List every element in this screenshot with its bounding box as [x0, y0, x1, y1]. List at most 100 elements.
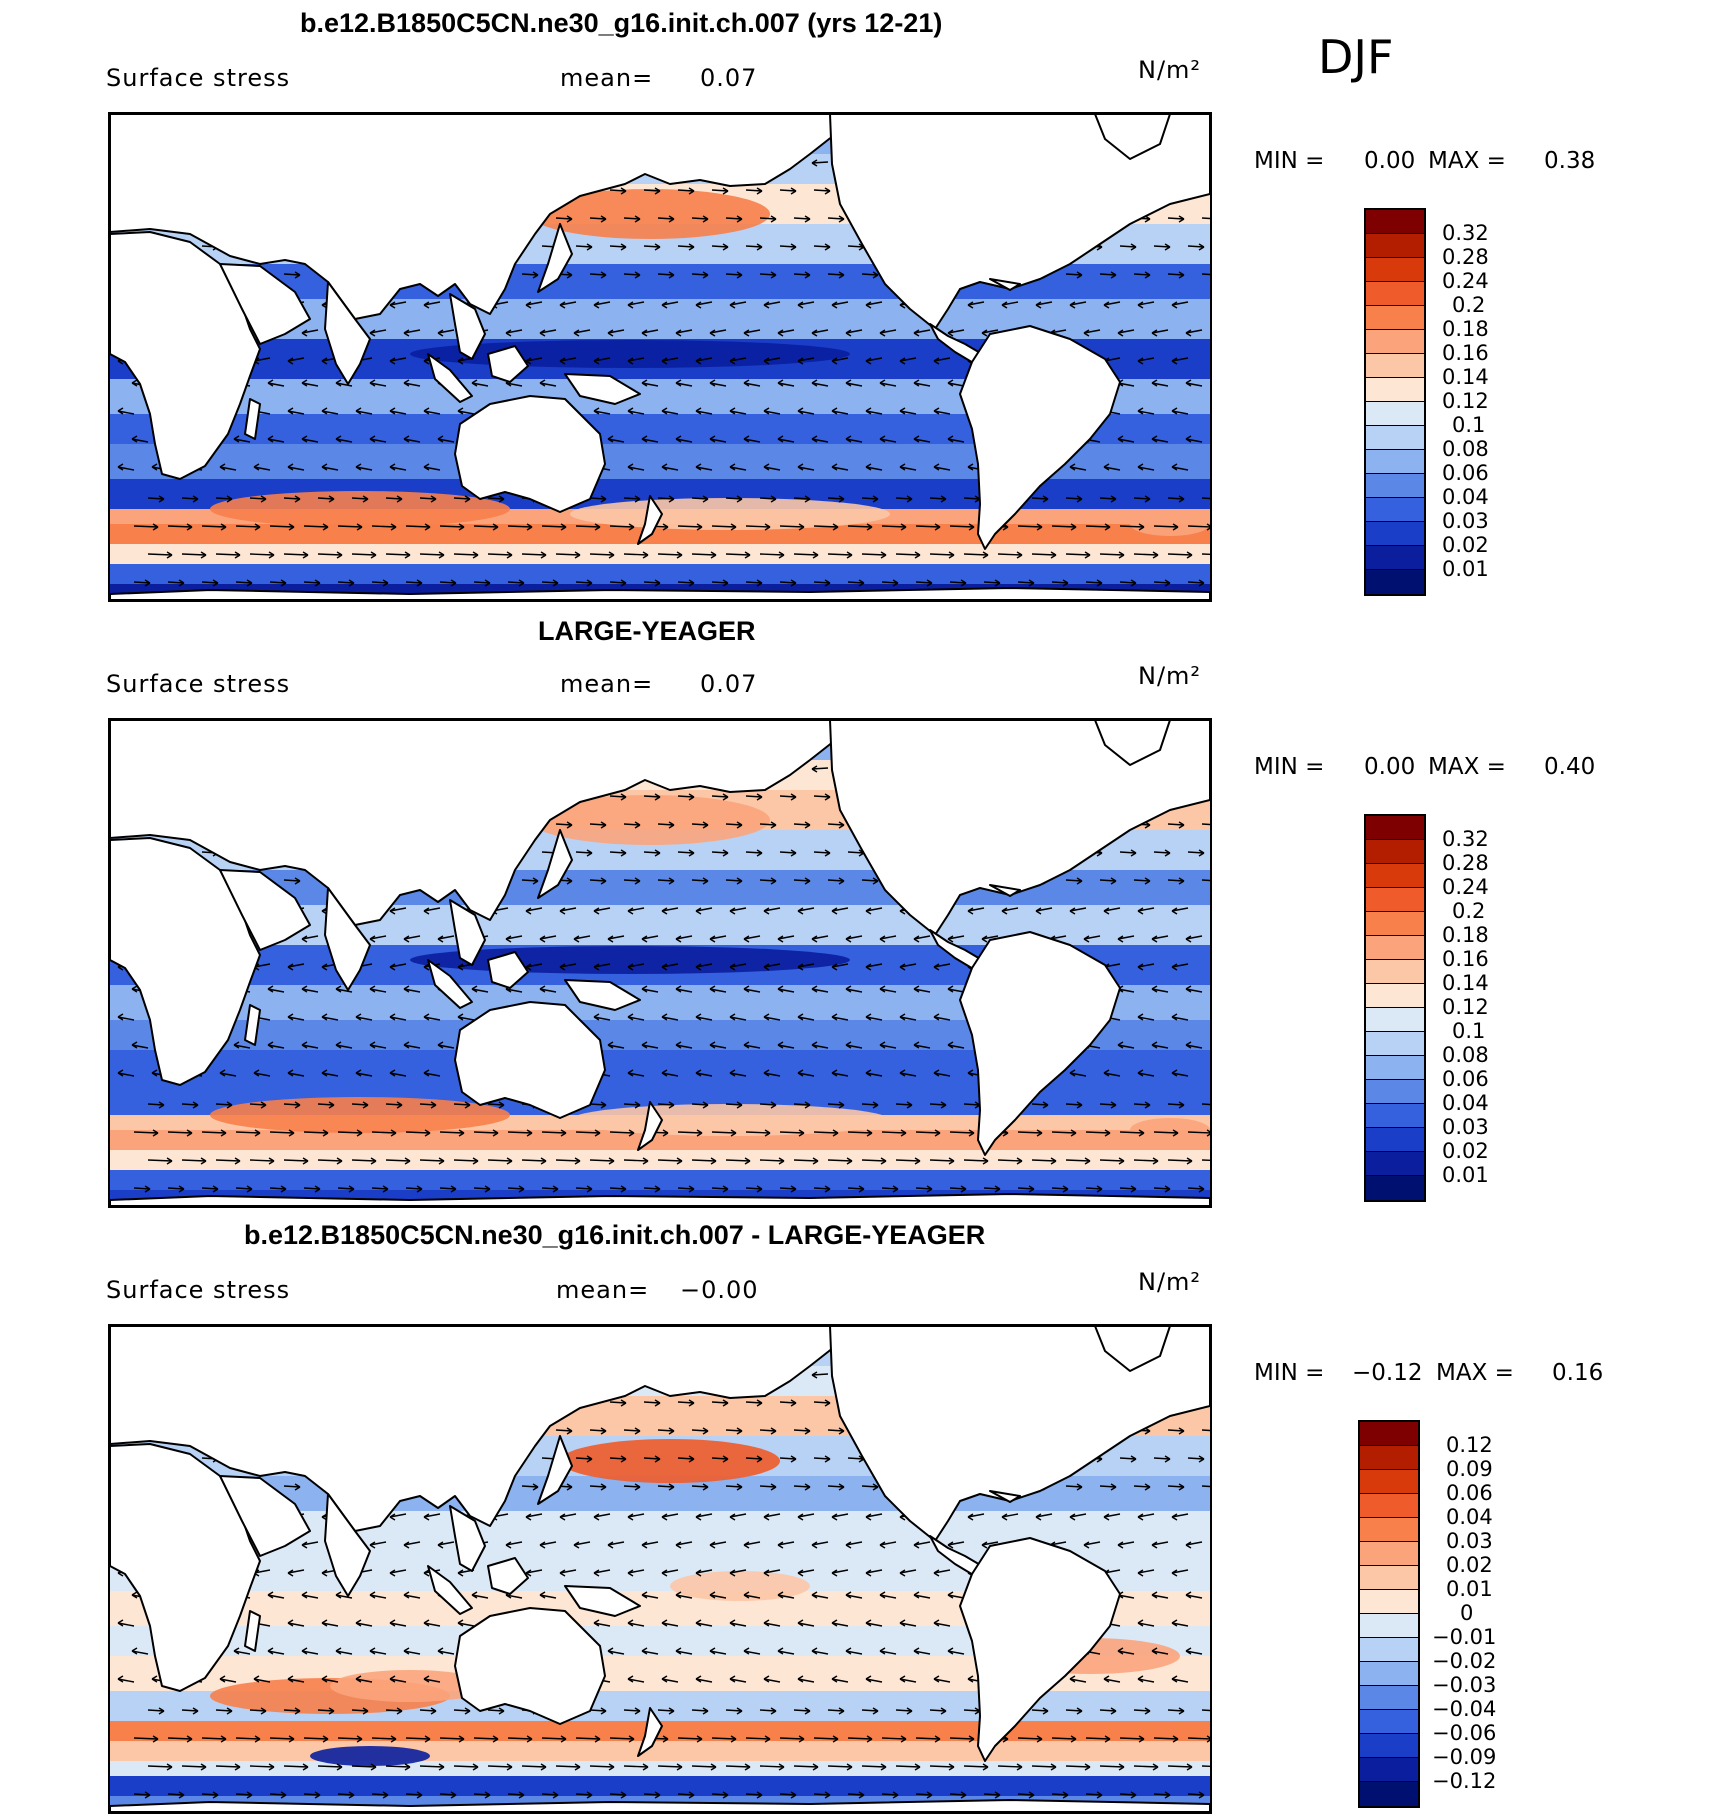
stress-arrow [1069, 1675, 1087, 1683]
stress-arrow [709, 1591, 727, 1599]
stress-arrow [709, 379, 727, 387]
stress-arrow [777, 329, 795, 337]
stress-arrow [779, 1185, 797, 1193]
landmass-madagascar [244, 1004, 261, 1046]
stress-arrow [657, 877, 675, 885]
stress-arrow [249, 1157, 275, 1165]
stress-arrow [1137, 357, 1155, 365]
stress-arrow [1103, 463, 1121, 471]
stress-arrow [743, 329, 761, 337]
stress-arrow [1119, 1791, 1137, 1799]
stress-arrow [899, 407, 917, 415]
colorbar-cell [1366, 984, 1424, 1008]
stress-arrow [777, 1541, 795, 1549]
stress-arrow [1185, 985, 1203, 993]
stress-arrow [1065, 1483, 1083, 1491]
stress-arrow [1133, 1101, 1151, 1109]
stress-arrow [947, 1041, 965, 1049]
stress-arrow [947, 1541, 965, 1549]
stress-arrow [623, 1101, 641, 1109]
stress-arrow [403, 1041, 421, 1049]
colorbar-cell [1360, 1662, 1418, 1686]
stress-arrow [879, 985, 897, 993]
stress-arrow [881, 523, 907, 531]
colorbar-cell [1366, 354, 1424, 378]
stress-arrow [439, 523, 465, 531]
stress-arrow [1151, 1041, 1169, 1049]
landmass-namerica [829, 1326, 1210, 1542]
colorbar-label: 0.28 [1442, 245, 1489, 269]
stress-arrow [963, 551, 989, 559]
stress-arrow [643, 243, 661, 251]
colorbar-cell [1366, 450, 1424, 474]
stress-arrow [337, 579, 355, 587]
stress-arrow [657, 821, 675, 829]
stress-arrow [593, 907, 611, 915]
stress-arrow [525, 1569, 543, 1577]
stress-arrow [981, 1541, 999, 1549]
stress-arrow [1153, 243, 1171, 251]
stress-arrow [847, 1185, 865, 1193]
stress-arrow [963, 1763, 989, 1771]
stress-arrow [1171, 301, 1189, 309]
stress-arrow [1065, 877, 1083, 885]
stress-arrow [1171, 1513, 1189, 1521]
stress-arrow [729, 1569, 747, 1577]
stress-arrow [147, 1157, 173, 1165]
landmass-australia [454, 1607, 606, 1725]
stress-arrow [865, 1569, 883, 1577]
stress-arrow [759, 1101, 777, 1109]
stress-arrow [711, 579, 729, 587]
stress-arrow [623, 1483, 641, 1491]
stress-arrow [573, 1541, 591, 1549]
landmass-india [324, 1493, 371, 1597]
stress-arrow [933, 1569, 951, 1577]
stress-arrow [711, 523, 737, 531]
stress-arrow [1201, 879, 1210, 882]
panel-2-variable: Surface stress [106, 670, 291, 698]
colorbar-label: 0.12 [1442, 995, 1489, 1019]
stress-arrow [865, 907, 883, 915]
stress-arrow [675, 1041, 693, 1049]
stress-arrow [779, 1399, 797, 1407]
colorbar-cell [1366, 1152, 1424, 1176]
stress-arrow [351, 1101, 369, 1109]
landmass-sumatra [427, 959, 473, 1009]
stress-arrow [267, 1041, 285, 1049]
stress-arrow [249, 1707, 267, 1715]
panel-1-mean-value: 0.07 [700, 64, 758, 92]
stress-arrow [933, 463, 951, 471]
stress-arrow [793, 1707, 811, 1715]
stress-arrow [661, 1513, 679, 1521]
stress-arrow [147, 1707, 165, 1715]
stress-arrow [711, 187, 729, 195]
stress-arrow [235, 1185, 253, 1193]
stress-arrow [573, 329, 591, 337]
stress-arrow [725, 215, 743, 223]
panel-2-colorbar-labels: 0.32 0.28 0.24 0.2 0.18 0.16 0.14 0.12 0… [1442, 827, 1489, 1187]
stress-band [110, 1130, 1210, 1150]
stress-arrow [899, 1013, 917, 1021]
stress-arrow [1187, 243, 1205, 251]
stress-arrow [657, 1483, 675, 1491]
colorbar-label: 0.01 [1446, 1577, 1493, 1601]
colorbar-cell [1366, 816, 1424, 840]
stress-arrow [267, 435, 285, 443]
stress-arrow [643, 1791, 661, 1799]
stress-arrow [677, 523, 703, 531]
stress-arrow [657, 551, 683, 559]
stress-arrow [845, 435, 863, 443]
stress-arrow [929, 1157, 955, 1165]
stress-arrow [371, 523, 397, 531]
stress-arrow [1151, 1591, 1169, 1599]
stress-band [110, 1776, 1210, 1796]
stress-arrow [627, 963, 645, 971]
stress-arrow [589, 551, 615, 559]
stress-arrow [949, 1129, 975, 1137]
stress-arrow [865, 1013, 883, 1021]
stress-arrow [915, 523, 941, 531]
stress-arrow [895, 1101, 913, 1109]
stress-region [570, 498, 890, 530]
stress-band [110, 564, 1210, 584]
colorbar-cell [1366, 936, 1424, 960]
